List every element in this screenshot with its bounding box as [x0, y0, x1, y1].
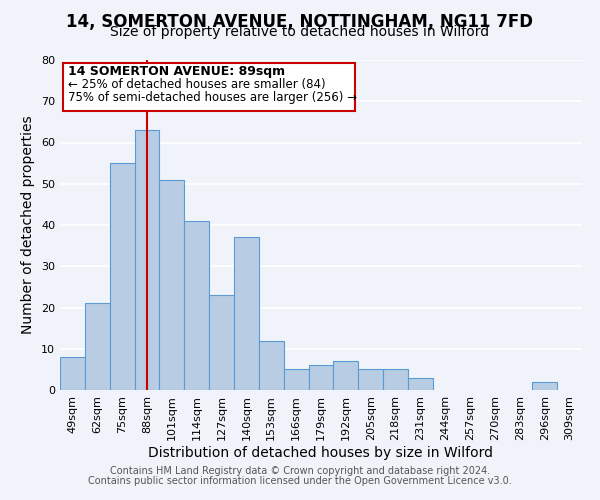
Text: Size of property relative to detached houses in Wilford: Size of property relative to detached ho…: [110, 25, 490, 39]
Y-axis label: Number of detached properties: Number of detached properties: [22, 116, 35, 334]
Bar: [358, 370, 383, 390]
Bar: [308, 365, 334, 390]
Bar: [134, 130, 160, 390]
Bar: [160, 180, 184, 390]
Bar: [184, 221, 209, 390]
Text: 14 SOMERTON AVENUE: 89sqm: 14 SOMERTON AVENUE: 89sqm: [68, 65, 285, 78]
Bar: [209, 295, 234, 390]
Bar: [284, 370, 308, 390]
Bar: [259, 340, 284, 390]
Bar: [60, 357, 85, 390]
Bar: [85, 304, 110, 390]
Bar: [532, 382, 557, 390]
Text: 75% of semi-detached houses are larger (256) →: 75% of semi-detached houses are larger (…: [68, 92, 357, 104]
Text: ← 25% of detached houses are smaller (84): ← 25% of detached houses are smaller (84…: [68, 78, 325, 91]
Text: 14, SOMERTON AVENUE, NOTTINGHAM, NG11 7FD: 14, SOMERTON AVENUE, NOTTINGHAM, NG11 7F…: [67, 12, 533, 30]
Bar: [408, 378, 433, 390]
Text: Contains HM Land Registry data © Crown copyright and database right 2024.: Contains HM Land Registry data © Crown c…: [110, 466, 490, 476]
Bar: [110, 163, 134, 390]
Bar: [334, 361, 358, 390]
FancyBboxPatch shape: [62, 64, 355, 111]
X-axis label: Distribution of detached houses by size in Wilford: Distribution of detached houses by size …: [149, 446, 493, 460]
Bar: [234, 238, 259, 390]
Text: Contains public sector information licensed under the Open Government Licence v3: Contains public sector information licen…: [88, 476, 512, 486]
Bar: [383, 370, 408, 390]
